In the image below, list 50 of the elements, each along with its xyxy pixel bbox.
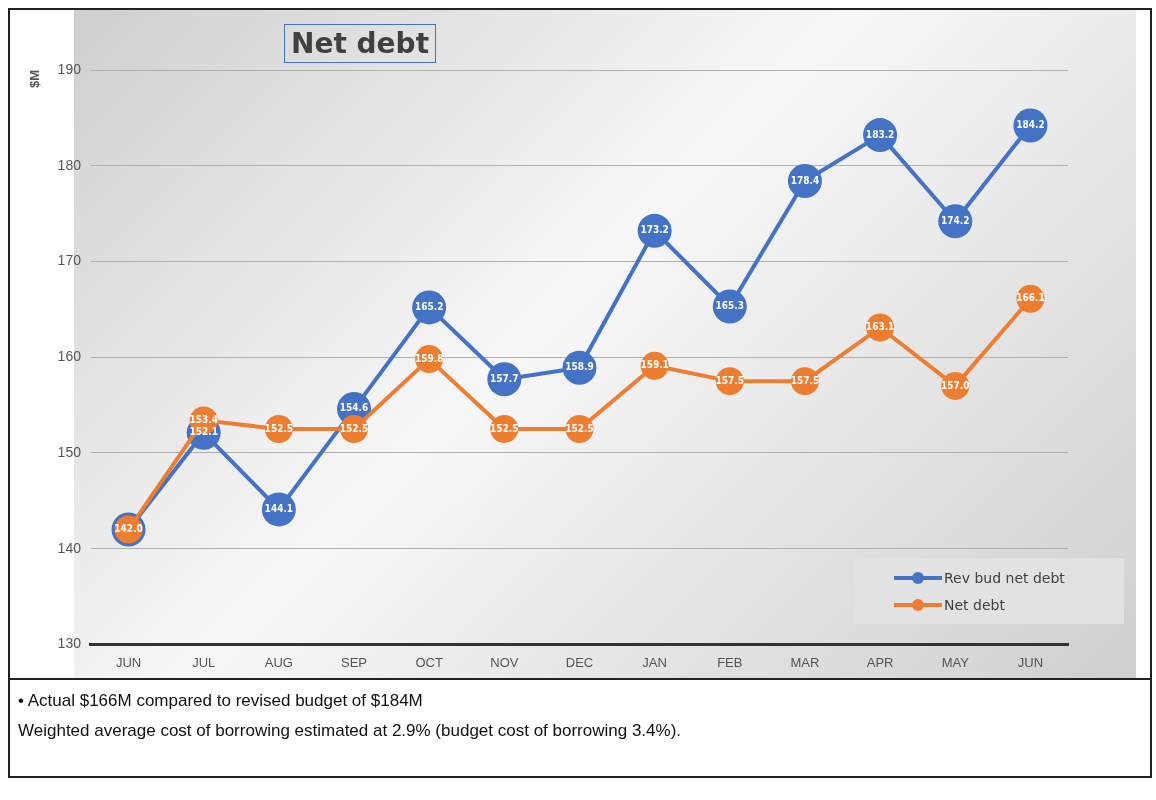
- data-label: 158.9: [565, 361, 594, 373]
- x-tick-label: JAN: [642, 654, 667, 670]
- x-tick-label: MAR: [790, 654, 820, 670]
- text: Weighted average cost of borrowing estimated at 2.9% (budget cost of borrowing 3.4%).: [18, 720, 683, 742]
- x-tick-label: JUN: [1017, 654, 1044, 670]
- data-label: 173.2: [640, 224, 669, 236]
- y-tick-label: 180: [57, 156, 82, 173]
- data-label: 157.7: [490, 372, 519, 384]
- x-tick-label: DEC: [565, 654, 594, 670]
- data-label: 157.0: [941, 379, 970, 391]
- data-label: 152.5: [339, 422, 369, 434]
- data-label: 153.4: [189, 413, 218, 425]
- data-label: 178.4: [790, 174, 820, 186]
- y-tick-label: 170: [57, 252, 82, 269]
- data-label: 154.6: [339, 402, 369, 414]
- data-label: 163.1: [865, 321, 895, 333]
- data-label: 144.1: [264, 503, 294, 515]
- data-label: 157.5: [790, 374, 820, 386]
- x-tick-label: SEP: [341, 654, 368, 670]
- x-tick-label: OCT: [415, 654, 443, 670]
- x-tick-label: AUG: [264, 654, 293, 670]
- data-label: 165.2: [414, 301, 444, 313]
- data-label: 159.1: [640, 359, 669, 371]
- data-label: 152.5: [264, 422, 294, 434]
- data-label: 165.3: [715, 300, 745, 312]
- y-tick-label: 150: [57, 443, 82, 460]
- legend-label: Net debt: [944, 596, 1005, 613]
- x-tick-label: NOV: [490, 654, 519, 670]
- data-label: 174.2: [941, 214, 970, 226]
- data-label: 159.8: [414, 352, 444, 364]
- data-label: 166.1: [1016, 292, 1045, 304]
- x-tick-label: FEB: [717, 654, 743, 670]
- y-tick-label: 160: [57, 348, 82, 365]
- data-label: 152.5: [565, 422, 594, 434]
- data-label: 183.2: [865, 128, 895, 140]
- data-label: 184.2: [1016, 119, 1045, 131]
- x-tick-label: APR: [866, 654, 894, 670]
- x-tick-label: JUL: [192, 654, 216, 670]
- data-label: 142.0: [114, 523, 143, 535]
- data-label: 157.5: [715, 374, 745, 386]
- data-label: 152.5: [490, 422, 519, 434]
- legend-label: Rev bud net debt: [944, 569, 1065, 586]
- y-axis-title: $M: [27, 70, 43, 89]
- chart-title: Net debt: [284, 24, 437, 63]
- x-tick-label: MAY: [941, 654, 970, 670]
- y-tick-label: 130: [57, 635, 82, 652]
- text: • Actual $166M compared to revised budget of $184M: [18, 690, 424, 712]
- y-tick-label: 190: [57, 60, 82, 77]
- x-tick-label: JUN: [115, 654, 142, 670]
- y-tick-label: 140: [57, 539, 82, 556]
